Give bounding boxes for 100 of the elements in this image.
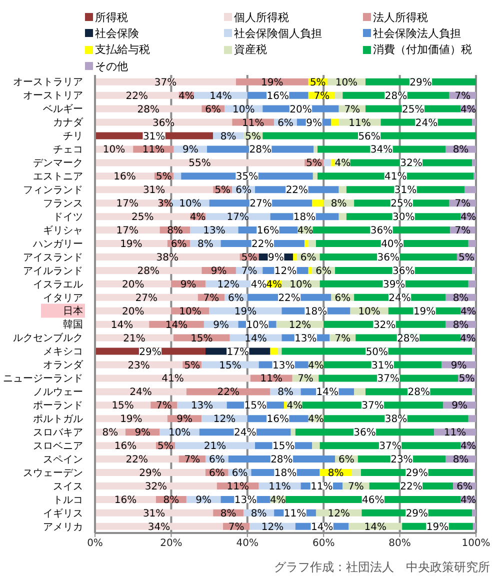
data-label: 36% (354, 428, 376, 439)
data-label: 10% (168, 428, 191, 439)
data-label: 7% (184, 454, 200, 466)
y-tick-label: ポルトガル (33, 414, 83, 425)
data-label: 11% (284, 508, 306, 520)
data-label: 4% (308, 360, 324, 372)
y-tick-label: フランス (43, 198, 83, 210)
x-tick-label: 40% (236, 538, 259, 550)
data-label: 21% (204, 441, 226, 452)
y-tick-label: 日本 (63, 305, 83, 318)
data-label: 14% (310, 522, 334, 533)
data-label: 4% (308, 414, 324, 426)
data-label: 38% (156, 252, 179, 264)
data-label: 41% (384, 172, 407, 183)
data-label: 6% (316, 266, 332, 277)
data-label: 24% (415, 118, 438, 129)
data-label: 4% (460, 306, 476, 318)
y-tick-label: フィンランド (23, 185, 83, 196)
legend-label: 社会保険法人負担 (373, 26, 461, 41)
data-label: 12% (328, 508, 350, 520)
data-label: 5% (306, 158, 322, 170)
legend-label: 資産税 (234, 42, 267, 58)
data-label: 3% (158, 198, 174, 210)
data-label: 6% (232, 468, 248, 480)
data-label: 9% (176, 414, 192, 426)
legend-label: 個人所得税 (234, 10, 289, 25)
data-label: 16% (266, 90, 289, 102)
data-label: 11% (260, 374, 283, 385)
data-label: 24% (388, 292, 411, 304)
data-label: 7% (344, 104, 360, 116)
data-label: 50% (366, 346, 388, 358)
data-label: 19% (261, 77, 284, 88)
y-tick-label: ハンガリー (32, 238, 83, 250)
y-tick-label: スペイン (43, 454, 83, 466)
y-tick-label: オーストラリア (13, 77, 83, 88)
y-tick-label: スロベニア (33, 440, 83, 452)
data-label: 22% (217, 387, 240, 398)
data-label: 12% (274, 266, 297, 277)
data-label: 27% (250, 198, 272, 210)
data-label: 15% (244, 400, 267, 412)
data-label: 21% (123, 333, 146, 344)
data-label: 32% (373, 320, 396, 331)
legend-label: 社会保険個人負担 (234, 26, 322, 41)
data-label: 6% (456, 481, 473, 492)
y-tick-label: オーストリア (23, 90, 83, 102)
data-label: 6% (278, 118, 294, 129)
data-label: 25% (132, 212, 154, 224)
data-label: 23% (128, 360, 150, 372)
data-label: 11% (310, 481, 333, 492)
data-label: 9% (452, 400, 468, 412)
data-label: 56% (358, 131, 380, 142)
data-label: 46% (362, 494, 384, 506)
data-label: 9% (450, 360, 467, 372)
data-label: 37% (362, 400, 384, 412)
data-label: 7% (298, 374, 314, 385)
data-label: 7% (241, 266, 258, 277)
data-label: 32% (144, 481, 168, 492)
data-label: 10% (335, 77, 358, 88)
data-label: 31% (142, 185, 166, 196)
data-label: 7% (228, 522, 244, 533)
data-label: 25% (402, 104, 424, 116)
y-tick-label: スウェーデン (23, 468, 83, 479)
data-label: 9% (210, 266, 227, 277)
data-label: 12% (213, 414, 236, 426)
data-label: 4% (460, 333, 476, 344)
x-tick-label: 100% (462, 538, 490, 550)
data-label: 24% (130, 387, 152, 398)
x-tick-label: 20% (160, 538, 182, 550)
data-label: 12% (261, 522, 284, 533)
data-label: 4% (460, 212, 476, 224)
data-label: 16% (256, 226, 280, 237)
data-label: 8% (452, 292, 469, 304)
data-label: 15% (112, 400, 134, 412)
data-label: 39% (382, 279, 406, 290)
y-tick-label: カナダ (53, 116, 84, 129)
data-label: 9% (268, 252, 284, 264)
data-label: 8% (452, 320, 469, 331)
data-label: 15% (272, 441, 295, 452)
data-label: 5% (158, 441, 174, 452)
data-label: 10% (358, 306, 380, 318)
data-label: 8% (220, 508, 236, 520)
data-label: 34% (370, 144, 393, 156)
y-tick-label: ポーランド (33, 400, 83, 412)
data-label: 8% (167, 226, 183, 237)
data-label: 22% (126, 90, 148, 102)
data-label: 40% (381, 239, 404, 250)
data-label: 7% (454, 198, 471, 210)
y-tick-label: ニュージーランド (3, 374, 83, 385)
data-label: 7% (454, 90, 471, 102)
y-tick-label: デンマーク (33, 158, 83, 170)
data-label: 29% (406, 508, 428, 520)
data-label: 9% (306, 118, 322, 129)
data-label: 6% (205, 104, 222, 116)
data-label: 36% (370, 226, 393, 237)
data-label: 5% (156, 172, 172, 183)
data-label: 13% (272, 360, 295, 372)
y-tick-label: イタリア (43, 292, 83, 304)
data-label: 10% (179, 198, 202, 210)
data-label: 9% (196, 494, 212, 506)
data-label: 5% (214, 185, 231, 196)
